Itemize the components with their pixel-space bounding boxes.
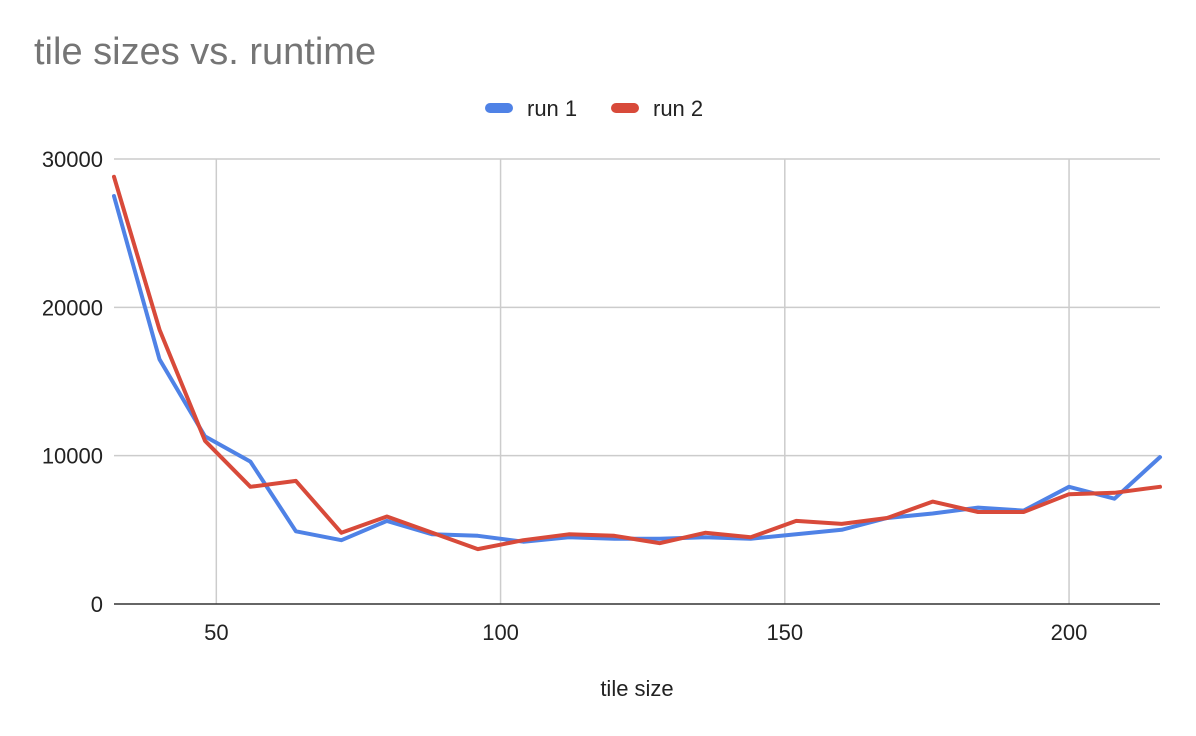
legend-item-run-1[interactable]: run 1 [485,96,577,121]
series-line-run-1 [112,194,1162,544]
y-tick-label: 30000 [42,147,103,172]
y-tick-label: 10000 [42,444,103,469]
legend: run 1 run 2 [485,96,703,121]
x-tick-label: 100 [482,620,519,645]
x-axis-ticks: 50 100 150 200 [204,620,1087,645]
legend-swatch-run-2 [611,103,639,113]
legend-item-run-2[interactable]: run 2 [611,96,703,121]
series-lines [112,174,1162,552]
legend-label-run-2: run 2 [653,96,703,121]
chart-title: tile sizes vs. runtime [34,31,376,73]
x-tick-label: 50 [204,620,228,645]
y-tick-label: 20000 [42,295,103,320]
series-line-run-2 [112,174,1162,552]
legend-swatch-run-1 [485,103,513,113]
y-axis-ticks: 0 10000 20000 30000 [42,147,103,617]
y-tick-label: 0 [91,592,103,617]
x-axis-title: tile size [600,676,673,701]
legend-label-run-1: run 1 [527,96,577,121]
x-tick-label: 150 [766,620,803,645]
x-tick-label: 200 [1051,620,1088,645]
gridlines [114,158,1160,604]
